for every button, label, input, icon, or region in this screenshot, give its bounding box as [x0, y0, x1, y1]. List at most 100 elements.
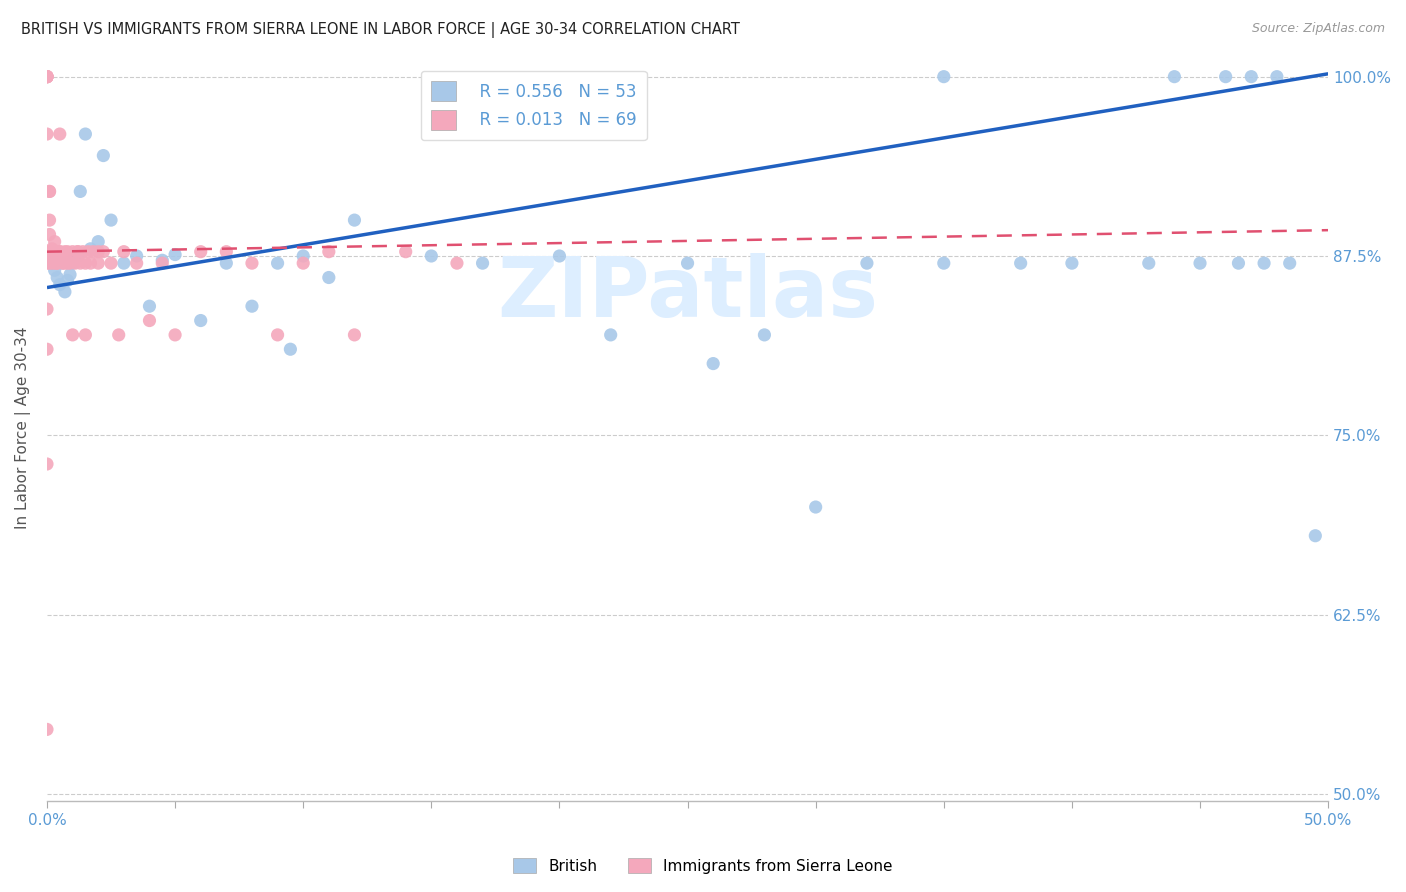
Point	[38, 185, 60, 199]
Point	[35, 70, 58, 84]
Point	[35, 70, 58, 84]
Point	[35, 256, 58, 270]
Point	[35, 343, 58, 357]
Point	[41, 244, 63, 259]
Point	[44, 256, 66, 270]
Point	[49, 127, 72, 141]
Point	[53, 244, 76, 259]
Point	[548, 249, 571, 263]
Point	[35, 70, 58, 84]
Point	[35, 457, 58, 471]
Point	[66, 244, 89, 259]
Point	[46, 270, 69, 285]
Point	[62, 256, 84, 270]
Point	[41, 256, 63, 270]
Point	[215, 244, 238, 259]
Point	[72, 244, 94, 259]
Y-axis label: In Labor Force | Age 30-34: In Labor Force | Age 30-34	[15, 326, 31, 529]
Point	[82, 244, 104, 259]
Point	[77, 244, 100, 259]
Text: BRITISH VS IMMIGRANTS FROM SIERRA LEONE IN LABOR FORCE | AGE 30-34 CORRELATION C: BRITISH VS IMMIGRANTS FROM SIERRA LEONE …	[21, 22, 740, 38]
Point	[46, 256, 69, 270]
Point	[240, 256, 263, 270]
Point	[1240, 70, 1263, 84]
Point	[75, 327, 97, 342]
Point	[932, 256, 955, 270]
Point	[1189, 256, 1212, 270]
Point	[1278, 256, 1301, 270]
Point	[53, 256, 76, 270]
Point	[266, 327, 288, 342]
Point	[266, 256, 288, 270]
Point	[1227, 256, 1250, 270]
Point	[702, 357, 724, 371]
Point	[1265, 70, 1288, 84]
Point	[38, 213, 60, 227]
Point	[395, 244, 418, 259]
Point	[1215, 70, 1237, 84]
Point	[79, 256, 101, 270]
Point	[138, 299, 160, 313]
Point	[56, 273, 79, 287]
Point	[93, 244, 115, 259]
Point	[38, 185, 60, 199]
Point	[44, 263, 66, 277]
Point	[318, 270, 340, 285]
Point	[35, 301, 58, 316]
Point	[63, 249, 86, 263]
Point	[1305, 529, 1327, 543]
Point	[292, 256, 315, 270]
Point	[41, 242, 63, 256]
Point	[190, 313, 212, 327]
Point	[66, 244, 89, 259]
Point	[1010, 256, 1032, 270]
Point	[343, 213, 366, 227]
Point	[343, 327, 366, 342]
Point	[112, 256, 135, 270]
Point	[63, 256, 86, 270]
Point	[75, 127, 97, 141]
Point	[49, 244, 72, 259]
Point	[1060, 256, 1083, 270]
Point	[100, 213, 122, 227]
Point	[100, 256, 122, 270]
Point	[150, 256, 173, 270]
Point	[190, 244, 212, 259]
Text: ZIPatlas: ZIPatlas	[498, 253, 879, 334]
Point	[41, 256, 63, 270]
Point	[165, 247, 187, 261]
Point	[51, 256, 73, 270]
Point	[1163, 70, 1185, 84]
Point	[49, 277, 72, 292]
Point	[932, 70, 955, 84]
Point	[804, 500, 827, 514]
Point	[38, 256, 60, 270]
Point	[87, 235, 110, 249]
Point	[87, 244, 110, 259]
Point	[51, 256, 73, 270]
Point	[59, 256, 82, 270]
Point	[53, 285, 76, 299]
Point	[420, 249, 443, 263]
Point	[599, 327, 621, 342]
Point	[46, 256, 69, 270]
Point	[125, 249, 148, 263]
Point	[112, 244, 135, 259]
Legend: British, Immigrants from Sierra Leone: British, Immigrants from Sierra Leone	[508, 852, 898, 880]
Point	[75, 256, 97, 270]
Point	[1253, 256, 1275, 270]
Point	[292, 249, 315, 263]
Point	[59, 268, 82, 282]
Point	[69, 256, 91, 270]
Point	[44, 244, 66, 259]
Point	[754, 327, 776, 342]
Point	[471, 256, 494, 270]
Point	[44, 244, 66, 259]
Point	[66, 249, 89, 263]
Point	[79, 242, 101, 256]
Point	[35, 723, 58, 737]
Point	[1137, 256, 1160, 270]
Point	[107, 327, 129, 342]
Point	[62, 244, 84, 259]
Point	[280, 343, 302, 357]
